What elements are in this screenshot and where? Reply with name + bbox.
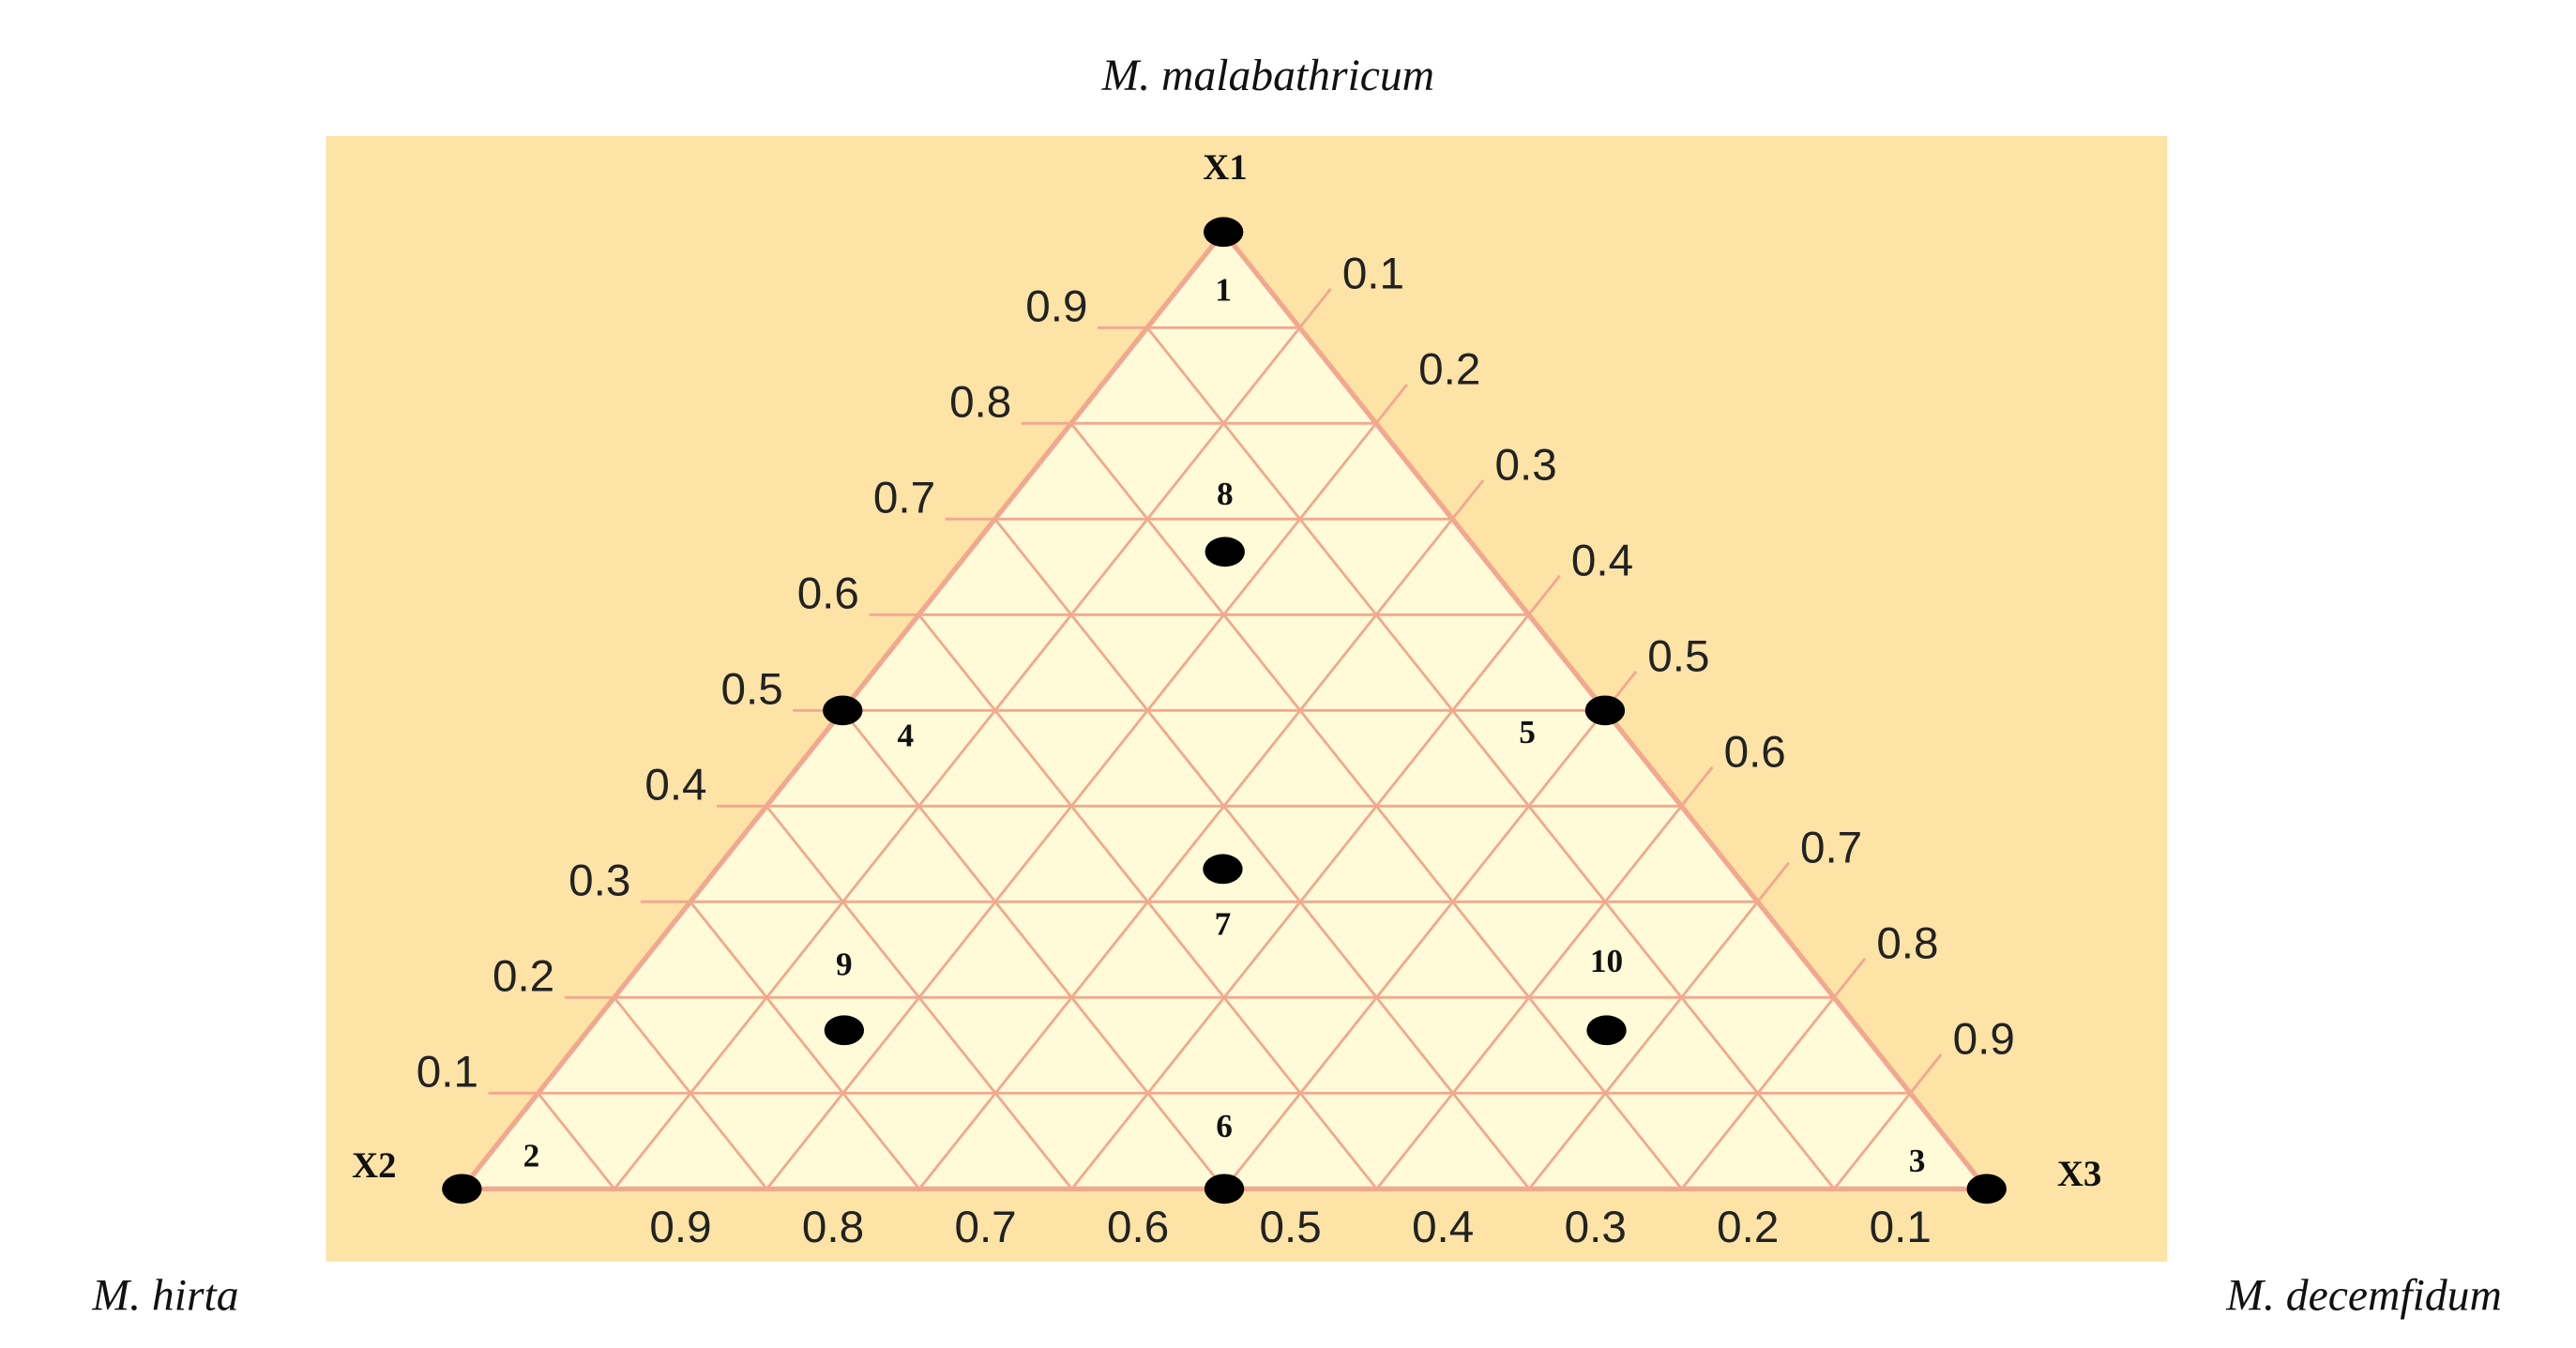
point-label: 8 [1217,476,1234,512]
point-label: 7 [1215,905,1232,942]
tick-label: 0.5 [721,664,783,714]
grid-line [841,709,1226,1190]
tick-label: 0.5 [1260,1203,1322,1252]
tick-label: 0.3 [568,856,630,905]
tick-label: 0.4 [1571,537,1633,586]
tick-label: 0.5 [1647,632,1709,682]
point-label: 9 [836,946,853,982]
design-point [1205,537,1245,568]
component-name: M. decemfidum [2225,1272,2502,1321]
grid-line [1528,862,1790,1190]
tick-label: 0.3 [1565,1203,1627,1252]
tick-label: 0.6 [797,568,859,618]
point-label: 1 [1215,272,1232,309]
grid-line [993,518,1531,1190]
point-label: 2 [523,1138,540,1174]
vertex-label: X1 [1203,147,1247,188]
tick-label: 0.7 [873,473,935,523]
tick-label: 0.6 [1724,728,1786,778]
design-point [1584,695,1626,726]
grid-line [689,901,921,1190]
tick-label: 0.3 [1495,441,1557,491]
design-point [823,695,863,726]
tick-label: 0.2 [1418,345,1480,395]
grid-line [765,805,1073,1190]
tick-label: 0.1 [1870,1203,1932,1252]
tick-label: 0.9 [1025,281,1087,331]
design-point [1203,854,1243,885]
point-label: 6 [1216,1108,1233,1144]
tick-label: 0.8 [949,377,1011,427]
tick-label: 0.7 [954,1203,1016,1252]
design-point [1966,1174,2007,1204]
tick-label: 0.4 [644,760,706,810]
tick-label: 0.8 [802,1203,864,1252]
vertex-label: X2 [352,1145,396,1186]
grid-line [917,613,1378,1190]
point-label: 5 [1519,714,1536,750]
grid-line [917,479,1485,1190]
grid-line [613,288,1332,1190]
point-label: 10 [1590,943,1623,979]
design-point [824,1015,865,1046]
tick-label: 0.6 [1107,1203,1169,1252]
tick-label: 0.2 [492,952,554,1002]
grid-line [537,1092,616,1190]
tick-label: 0.7 [1800,824,1862,873]
grid-line [1222,671,1638,1190]
tick-label: 0.4 [1412,1203,1474,1252]
tick-label: 0.8 [1876,919,1938,969]
design-point [1586,1015,1627,1046]
point-label: 4 [898,717,915,753]
component-name: M. malabathricum [1101,52,1435,100]
tick-label: 0.1 [1342,250,1404,299]
component-name: M. hirta [91,1272,238,1321]
tick-label: 0.9 [1953,1015,2015,1065]
vertex-label: X3 [2057,1154,2101,1194]
grid-line [613,996,768,1190]
design-point [1203,217,1244,248]
design-point [442,1174,482,1204]
grid-line [1375,766,1714,1190]
tick-label: 0.9 [649,1203,711,1252]
grid-line [1833,1053,1943,1190]
tick-label: 0.1 [417,1048,478,1098]
point-label: 3 [1909,1143,1926,1179]
grid-line [1070,575,1561,1190]
design-point [1204,1174,1245,1204]
tick-label: 0.2 [1717,1203,1779,1252]
grid-line [1069,422,1683,1190]
grid-line [1145,326,1836,1190]
